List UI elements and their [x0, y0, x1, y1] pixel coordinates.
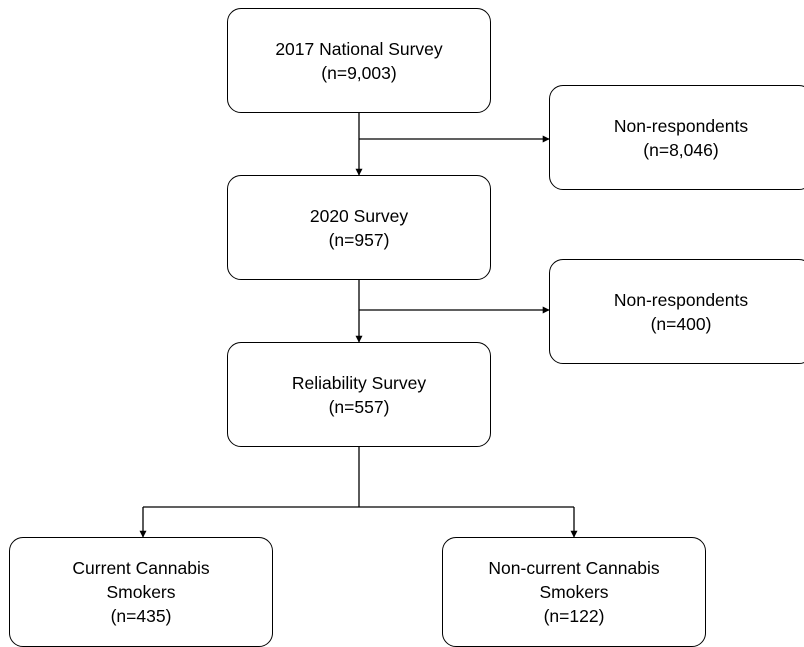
node-2020-survey: 2020 Survey (n=957) — [227, 175, 491, 280]
node-label: Non-respondents — [613, 289, 749, 310]
node-label: Current Cannabis — [72, 558, 210, 578]
node-count: (n=557) — [328, 396, 390, 417]
node-count: (n=8,046) — [643, 139, 719, 160]
node-count: (n=9,003) — [321, 62, 397, 83]
node-non-respondents-2020: Non-respondents (n=400) — [549, 259, 804, 364]
node-count: (n=435) — [110, 606, 172, 626]
node-label: Non-respondents — [613, 115, 749, 136]
node-label-cont: Smokers — [539, 582, 609, 602]
node-label: Reliability Survey — [291, 372, 427, 393]
node-2017-national-survey: 2017 National Survey (n=9,003) — [227, 8, 491, 113]
node-non-respondents-2017: Non-respondents (n=8,046) — [549, 85, 804, 190]
node-noncurrent-cannabis-smokers: Non-current Cannabis Smokers (n=122) — [442, 537, 706, 647]
node-current-cannabis-smokers: Current Cannabis Smokers (n=435) — [9, 537, 273, 647]
node-reliability-survey: Reliability Survey (n=557) — [227, 342, 491, 447]
node-count: (n=957) — [328, 229, 390, 250]
node-label-cont: Smokers — [106, 582, 176, 602]
node-label: 2017 National Survey — [275, 38, 443, 59]
node-label: 2020 Survey — [309, 205, 409, 226]
node-count: (n=400) — [650, 313, 712, 334]
node-count: (n=122) — [543, 606, 605, 626]
node-label: Non-current Cannabis — [488, 558, 660, 578]
